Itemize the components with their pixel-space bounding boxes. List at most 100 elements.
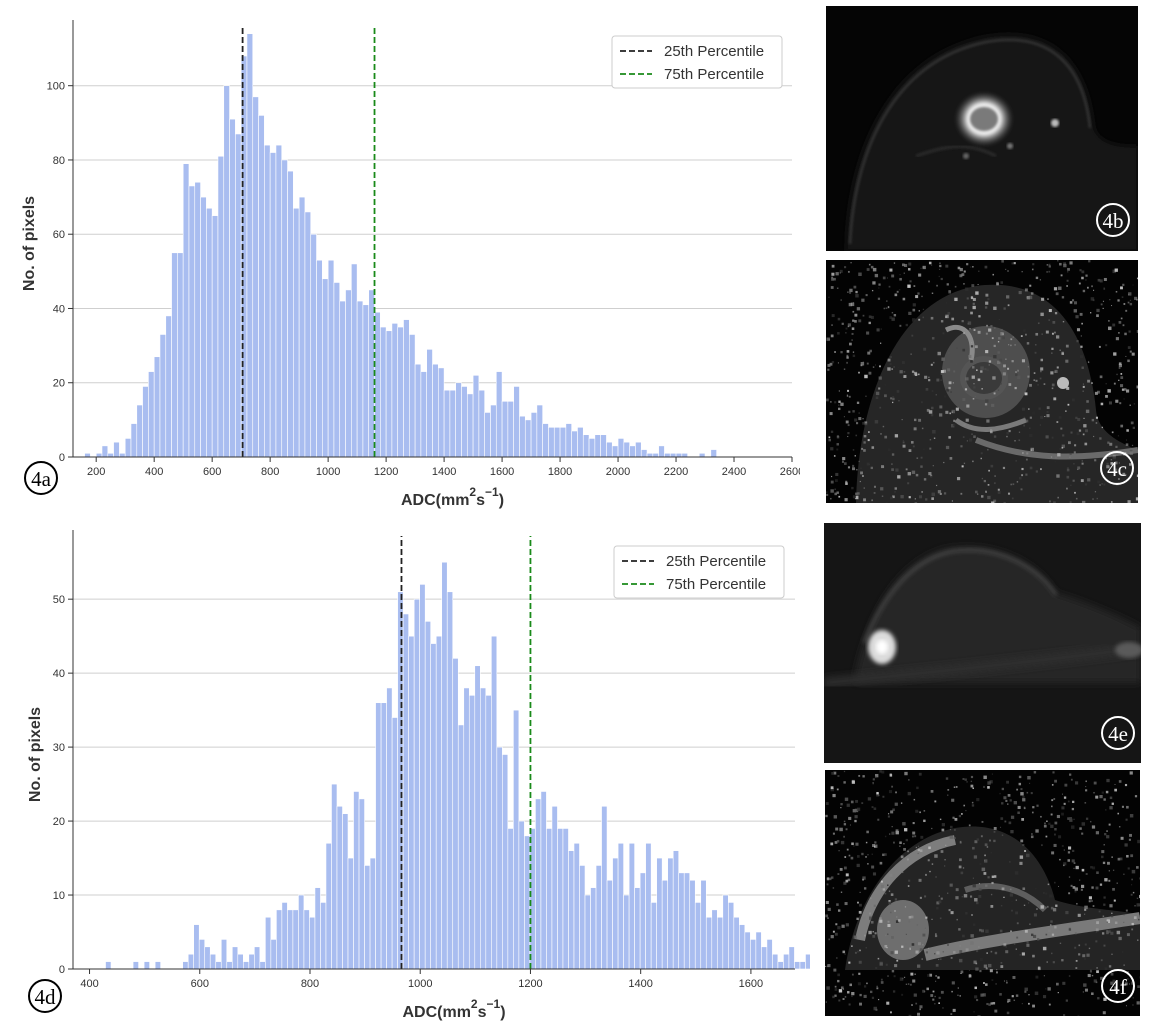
histogram-4a: 200 400 600 800 1000 1200 1400 1600 1800 2000 2200…	[21, 20, 800, 509]
histogram-bar	[667, 857, 674, 970]
x-axis-label: ADC(mm2s−1)	[402, 997, 505, 1021]
histogram-bar	[446, 591, 454, 970]
histogram-bar	[502, 754, 509, 970]
histogram-bar	[794, 961, 801, 970]
histogram-bar	[524, 835, 531, 970]
histogram-bar	[364, 865, 371, 970]
histogram-bar	[518, 820, 525, 970]
histogram-bar	[449, 389, 456, 458]
histogram-bar	[408, 635, 415, 970]
histogram-bar	[119, 452, 126, 458]
histogram-bar	[568, 850, 575, 970]
y-tick-label: 50	[53, 594, 65, 606]
y-tick-label: 10	[53, 890, 65, 902]
x-axis-label-sup: −1	[485, 485, 499, 499]
x-tick-label: 600	[203, 466, 221, 478]
histogram-bar	[426, 349, 433, 458]
histogram-bar	[254, 946, 261, 970]
histogram-bar	[646, 452, 654, 458]
histogram-bar	[182, 961, 189, 970]
histogram-bar	[113, 441, 120, 458]
histogram-4d: 400 600 800 1000 1200 1400 1600 0 10 20 30 40 50 No. …	[27, 530, 810, 1021]
panel-label-4c: 4c	[1100, 451, 1134, 485]
histogram-bar	[611, 445, 619, 458]
histogram-bar	[391, 717, 398, 970]
y-axis-label: No. of pixels	[27, 707, 44, 802]
histogram-bar	[562, 828, 569, 970]
histogram-bar	[276, 909, 283, 970]
x-tick-label: 600	[191, 978, 209, 990]
histogram-bar	[629, 445, 636, 458]
histogram-bar	[478, 389, 485, 458]
x-tick-label: 1400	[628, 978, 652, 990]
histogram-bar	[540, 791, 547, 970]
mri-image-4c: 4c	[826, 260, 1138, 503]
x-axis-label-main: ADC(mm	[402, 1004, 470, 1021]
histogram-bar	[594, 434, 601, 458]
x-tick-label: 800	[261, 466, 279, 478]
mri-image-4e: 4e	[824, 523, 1141, 763]
x-tick-label: 400	[80, 978, 98, 990]
histogram-bar	[351, 263, 358, 458]
x-axis-label-main: ADC(mm	[401, 492, 469, 509]
histogram-bar	[386, 687, 393, 970]
histogram-bar	[750, 939, 757, 970]
histogram-bar	[577, 426, 584, 458]
histogram-bar	[711, 909, 718, 970]
histogram-bar	[457, 724, 465, 970]
histogram-bar	[339, 300, 346, 458]
histogram-bar	[397, 326, 404, 458]
histogram-bar	[573, 842, 580, 970]
histogram-bar	[419, 584, 426, 970]
histogram-bar	[322, 278, 329, 458]
x-tick-label: 800	[301, 978, 319, 990]
histogram-bar	[193, 924, 200, 970]
x-axis-label-mid: s	[476, 492, 485, 509]
histogram-bar	[652, 452, 659, 458]
histogram-bar	[640, 449, 648, 458]
panel-label-4b: 4b	[1096, 203, 1130, 237]
mri-image-4f: 4f	[825, 770, 1140, 1016]
histogram-bar	[461, 386, 468, 458]
histogram-bar	[634, 887, 641, 970]
histogram-bar	[623, 894, 630, 970]
histogram-bar	[507, 401, 514, 458]
histogram-bar	[455, 382, 462, 458]
histogram-bar	[728, 902, 735, 970]
histogram-bar	[733, 916, 740, 970]
x-tick-label: 2000	[606, 466, 630, 478]
legend-box	[613, 545, 785, 599]
histogram-bar	[672, 850, 680, 970]
y-tick-label: 60	[53, 229, 65, 241]
histogram-bar	[409, 334, 416, 458]
histogram-bar	[258, 115, 265, 458]
histogram-bar	[132, 961, 139, 970]
histogram-bar	[314, 887, 321, 970]
histogram-bar	[304, 211, 312, 458]
histogram-bar	[490, 404, 497, 458]
histogram-bar	[165, 315, 172, 458]
legend-label: 75th Percentile	[664, 66, 764, 83]
histogram-bar	[571, 430, 578, 458]
histogram-bar	[661, 879, 668, 970]
histogram-bar	[298, 196, 306, 458]
y-tick-label: 40	[53, 668, 65, 680]
x-tick-label: 2200	[664, 466, 688, 478]
histogram-bar	[188, 185, 196, 458]
histogram-bar	[252, 96, 259, 458]
histogram-bar	[220, 939, 228, 970]
legend-label: 75th Percentile	[666, 576, 766, 593]
histogram-bar	[601, 805, 608, 970]
histogram-bar	[159, 334, 167, 458]
histogram-bar	[320, 902, 327, 970]
histogram-bar	[303, 909, 310, 970]
histogram-bar	[524, 419, 532, 458]
histogram-bar	[435, 635, 443, 970]
histogram-bar	[463, 687, 470, 970]
histogram-bar	[546, 828, 553, 970]
x-tick-label: 1600	[490, 466, 514, 478]
histogram-bar	[443, 389, 451, 458]
x-tick-label: 1200	[374, 466, 398, 478]
histogram-bar	[606, 441, 613, 458]
histogram-bar	[536, 404, 543, 458]
